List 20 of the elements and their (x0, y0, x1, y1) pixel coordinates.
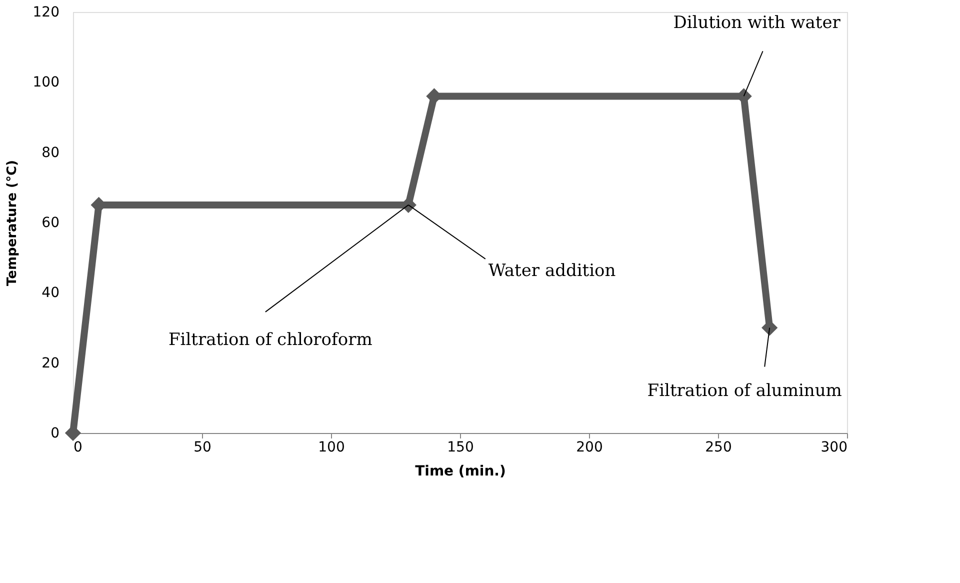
y-tick-label: 40 (42, 285, 60, 302)
annotation: Filtration of chloroform (168, 330, 372, 350)
annotation: Filtration of aluminum (647, 380, 842, 401)
annotation: Water addition (488, 260, 616, 281)
y-tick-label: 20 (42, 355, 60, 372)
x-tick-label: 0 (74, 440, 82, 456)
y-tick-label: 0 (50, 426, 60, 442)
x-tick-label: 300 (820, 440, 848, 456)
x-axis-title: Time (min.) (415, 464, 506, 480)
x-tick-label: 50 (194, 440, 212, 456)
x-tick-label: 100 (318, 440, 345, 456)
y-tick-label: 60 (42, 215, 60, 231)
x-tick-label: 150 (447, 440, 474, 456)
annotation: Dilution with water (673, 13, 842, 34)
y-axis-title: Temperature (°C) (4, 160, 20, 286)
y-tick-label: 100 (32, 74, 60, 91)
x-tick-label: 200 (576, 440, 603, 456)
y-tick-label: 120 (32, 4, 60, 20)
y-tick-label: 80 (42, 144, 60, 161)
x-tick-label: 250 (705, 440, 732, 456)
